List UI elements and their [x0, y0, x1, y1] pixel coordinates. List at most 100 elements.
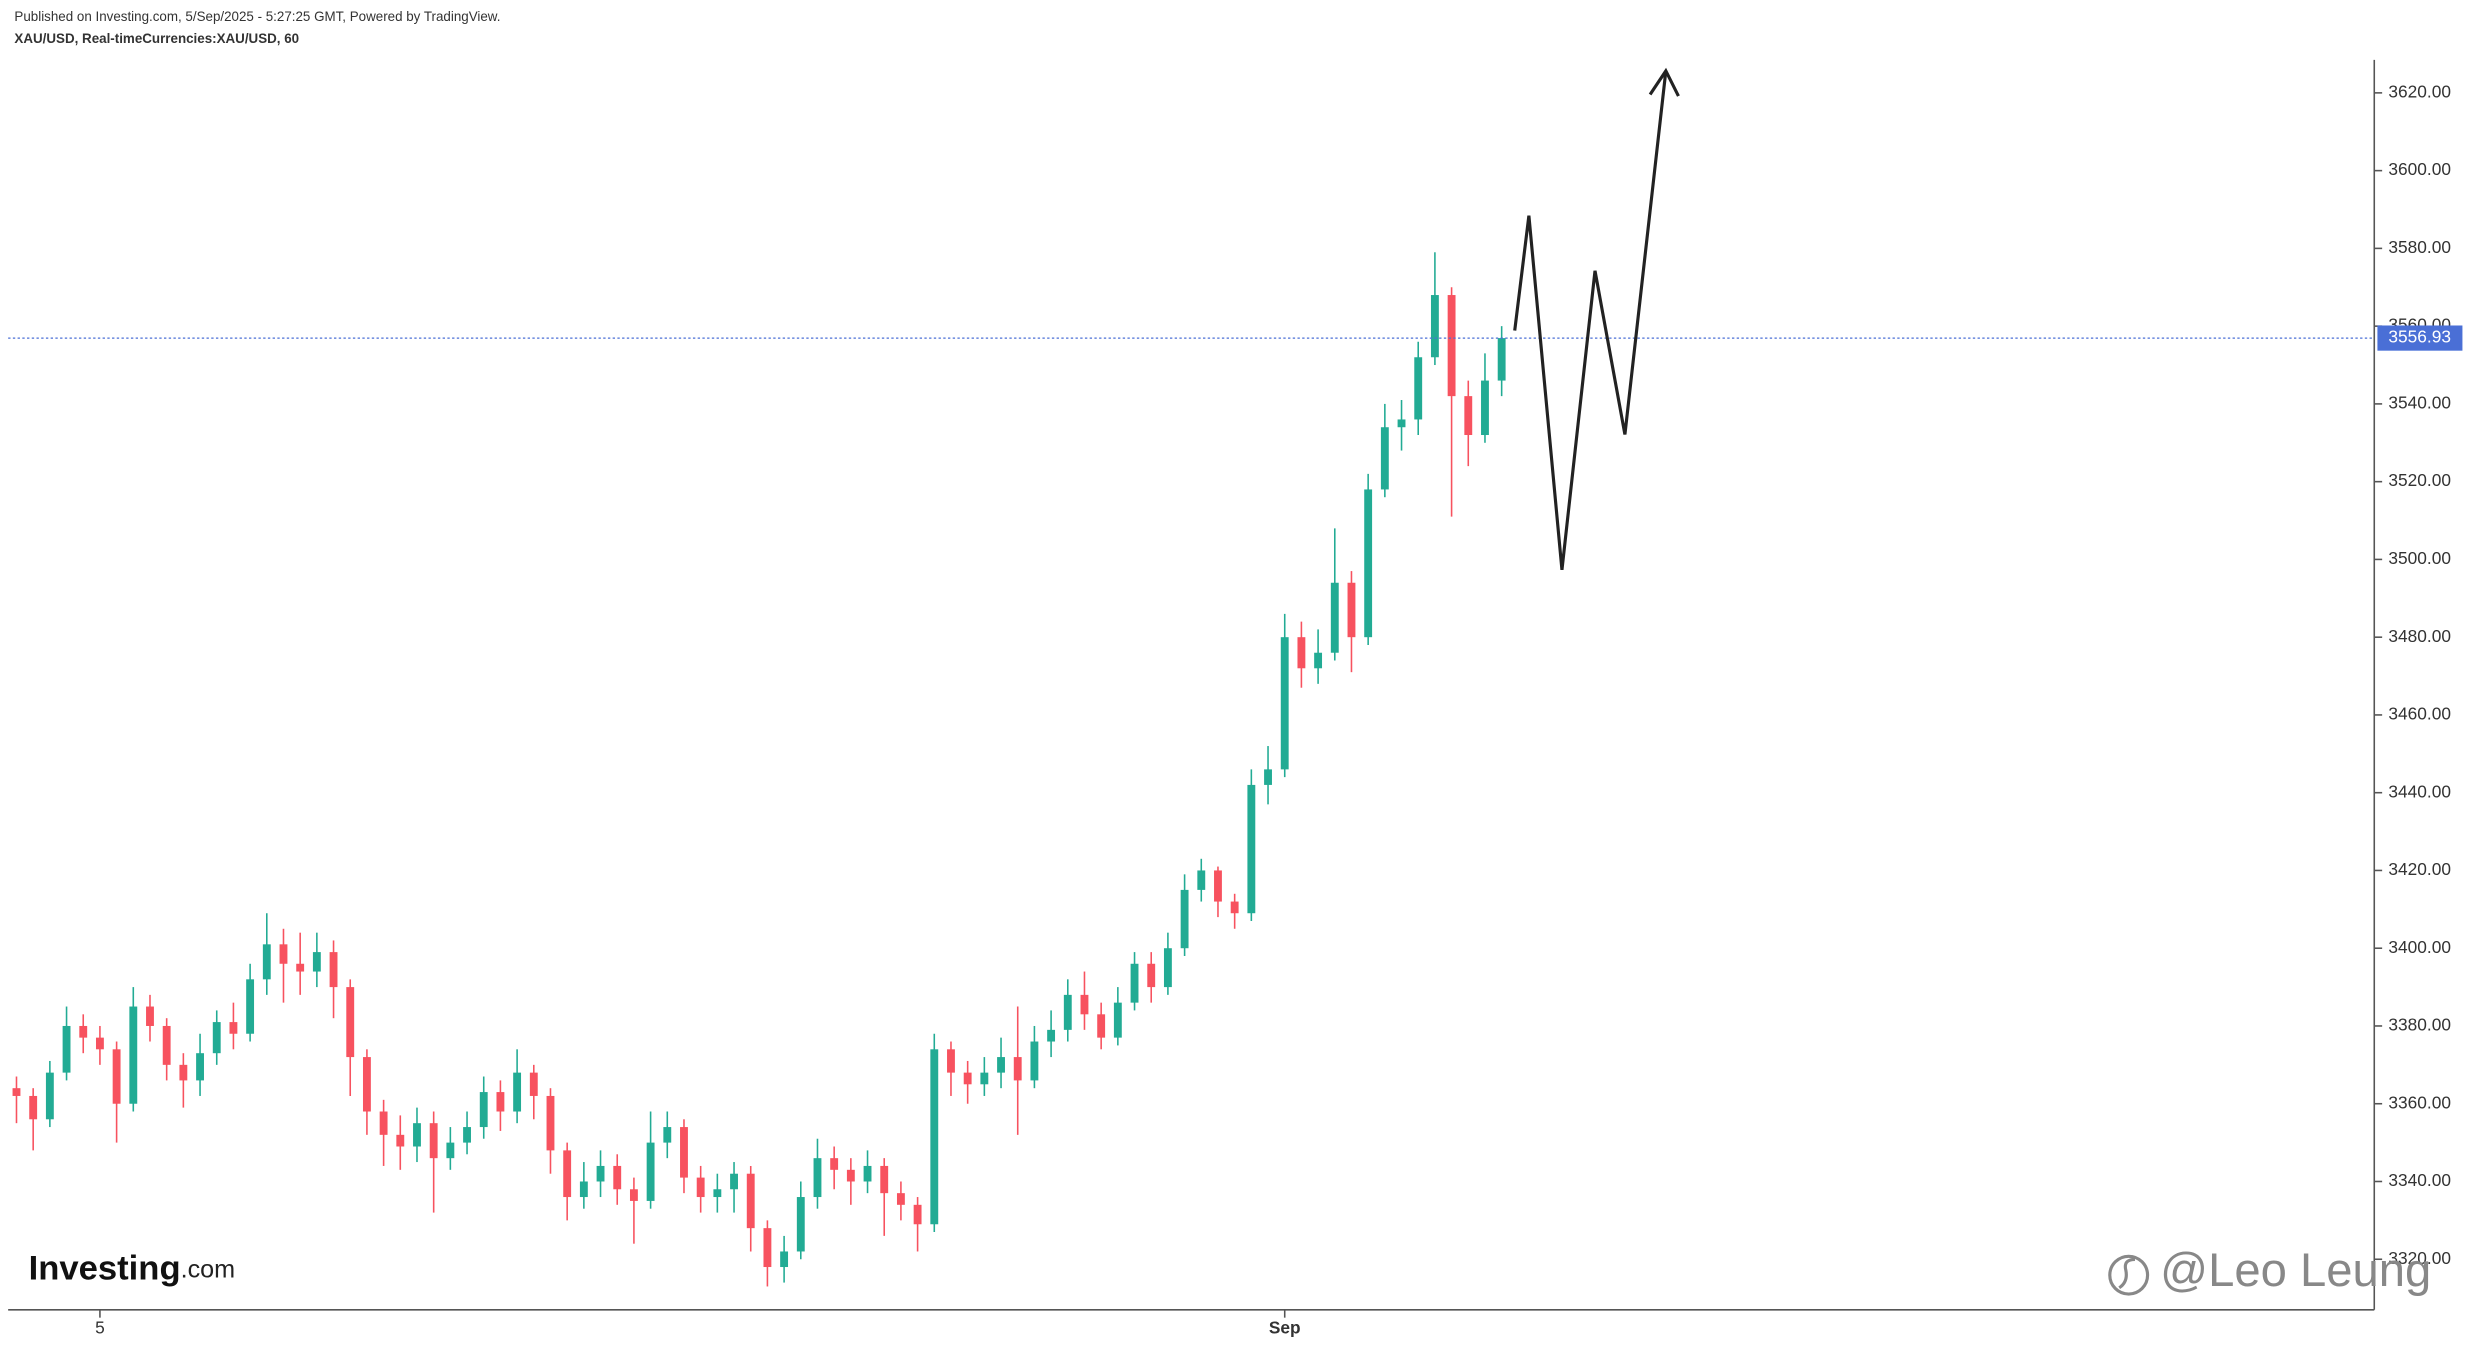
candle-body [1047, 1029, 1056, 1042]
price-label: 3556.93 [2388, 327, 2451, 347]
candle-body [79, 1025, 88, 1038]
candle-body [596, 1165, 605, 1182]
candle-body [997, 1057, 1005, 1073]
y-tick-label: 3500.00 [2388, 548, 2451, 568]
candle-body [1080, 994, 1089, 1015]
candle-body [29, 1095, 38, 1120]
candle-body [262, 944, 271, 980]
candle-body [613, 1165, 622, 1190]
y-tick-label: 3460.00 [2388, 704, 2451, 724]
candle-body [1464, 396, 1473, 436]
candle-body [446, 1142, 455, 1159]
candle-body [1013, 1057, 1022, 1081]
candle-body [95, 1037, 104, 1050]
candle-body [1380, 427, 1389, 490]
logo: Investing.com [29, 1250, 236, 1288]
candle-body [980, 1072, 989, 1085]
candle-body [846, 1169, 855, 1182]
candle-body [296, 963, 305, 972]
watermark: @Leo Leung [2160, 1244, 2431, 1297]
candle-body [212, 1022, 221, 1054]
candle-body [279, 944, 288, 964]
y-tick-label: 3320.00 [2388, 1248, 2451, 1268]
y-tick-label: 3420.00 [2388, 859, 2451, 879]
candle-body [312, 952, 321, 972]
candle-body [730, 1173, 738, 1190]
price-label-box [2377, 325, 2463, 351]
candle-body [62, 1025, 71, 1073]
y-tick-label: 3340.00 [2388, 1170, 2451, 1190]
y-tick-label: 3540.00 [2388, 392, 2451, 412]
candle-body [129, 1006, 138, 1104]
candle-body [1197, 870, 1206, 890]
candle-body [696, 1177, 705, 1198]
candle-body [1330, 582, 1339, 653]
candle-body [1414, 357, 1423, 420]
candle-body [1230, 901, 1239, 914]
candle-body [713, 1189, 722, 1198]
candle-body [1097, 1014, 1106, 1038]
candle-body [646, 1142, 655, 1201]
candle-body [196, 1053, 204, 1081]
candle-body [1481, 380, 1489, 436]
candle-body [880, 1165, 889, 1194]
candle-body [12, 1088, 21, 1096]
candle-body [1347, 582, 1356, 638]
y-tick-label: 3520.00 [2388, 470, 2451, 490]
projection-drawing [1513, 67, 1680, 571]
candle-body [1030, 1041, 1039, 1081]
candle-body [1397, 419, 1406, 428]
candle-body [1264, 769, 1272, 785]
candle-body [529, 1072, 538, 1096]
candle-body [963, 1072, 972, 1085]
logo-suffix: .com [181, 1255, 236, 1283]
candle-body [913, 1204, 922, 1225]
plot: 3320.00 3340.00 3360.00 3380.00 3400.00 3420.… [8, 81, 2463, 1337]
logo-name: Investing [29, 1250, 181, 1288]
candle-body [1297, 637, 1306, 669]
candle-body [1247, 784, 1256, 914]
candle-body [45, 1072, 54, 1120]
candle-body [813, 1158, 822, 1198]
candle-body [496, 1092, 505, 1112]
watermark-icon [2108, 1254, 2150, 1296]
y-tick-label: 3620.00 [2388, 81, 2451, 101]
candle-body [162, 1025, 171, 1065]
candle-body [1447, 295, 1456, 397]
candle-body [563, 1150, 572, 1198]
candle-body [930, 1049, 939, 1225]
candle-body [763, 1228, 772, 1268]
candle-body [680, 1127, 688, 1178]
candle-body [362, 1057, 371, 1112]
candle-body [479, 1092, 488, 1128]
candle-body [863, 1165, 872, 1182]
arrow-head [1648, 67, 1680, 97]
candle-body [629, 1189, 638, 1201]
chart-title: XAU/USD, Real-timeCurrencies:XAU/USD, 60 [14, 31, 299, 46]
candle-body [413, 1123, 421, 1147]
candle-body [179, 1064, 188, 1081]
candle-body [896, 1193, 905, 1205]
y-tick-label: 3600.00 [2388, 159, 2451, 179]
candle-body [796, 1197, 805, 1252]
candle-body [1147, 963, 1156, 988]
candle-body [1180, 889, 1189, 949]
candle-body [1497, 338, 1506, 381]
x-tick-label: Sep [1269, 1317, 1301, 1337]
header: Published on Investing.com, 5/Sep/2025 -… [14, 9, 500, 24]
candle-body [1130, 963, 1139, 1003]
candle-body [513, 1072, 522, 1112]
candle-body [463, 1127, 471, 1143]
y-tick-label: 3580.00 [2388, 237, 2451, 257]
candle-body [146, 1006, 154, 1026]
candle-body [429, 1123, 438, 1159]
candle-body [1314, 652, 1323, 669]
y-tick-label: 3440.00 [2388, 781, 2451, 801]
candle-body [780, 1251, 789, 1268]
candle-body [346, 987, 355, 1058]
candle-body [229, 1022, 238, 1034]
candle-body [663, 1127, 672, 1143]
